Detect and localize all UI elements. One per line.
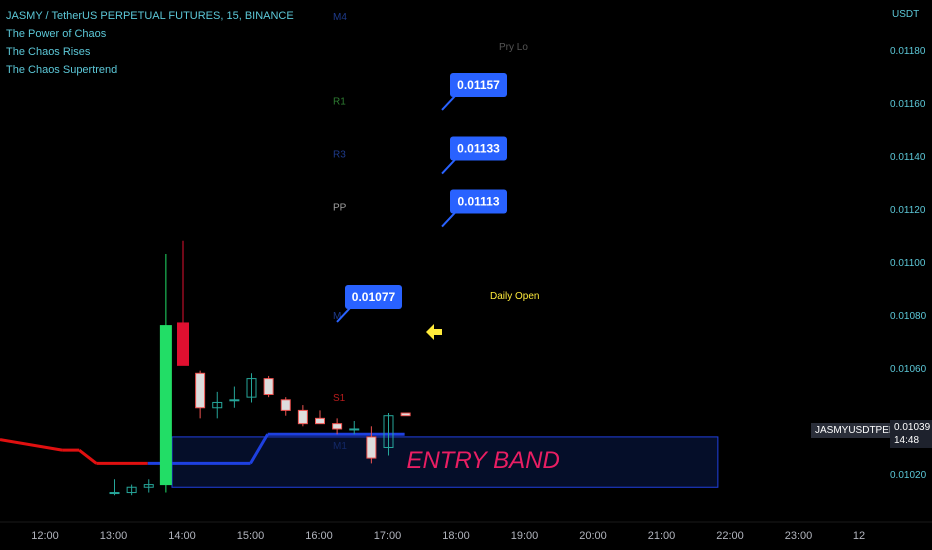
- y-tick-label: 0.01100: [890, 258, 926, 269]
- entry-band-label: ENTRY BAND: [406, 447, 559, 474]
- candle: [212, 401, 223, 409]
- pivot-m4: M4: [333, 12, 347, 23]
- candle: [109, 492, 120, 495]
- supertrend-line: [0, 432, 405, 465]
- candle: [366, 436, 377, 459]
- x-tick-label: 18:00: [442, 530, 470, 542]
- y-tick-label: 0.01140: [890, 152, 926, 163]
- supertrend-segment: [0, 438, 63, 452]
- candle: [159, 325, 172, 486]
- candle: [297, 409, 308, 425]
- price-callout: 0.01133: [441, 136, 507, 175]
- y-tick-label: 0.01060: [890, 364, 927, 375]
- y-tick-label: 0.01080: [890, 311, 927, 322]
- callout-box: [450, 189, 507, 214]
- entry-band-zone: ENTRY BAND: [171, 436, 719, 488]
- candle: [383, 415, 394, 449]
- daily-open-arrow: [426, 324, 442, 340]
- callout-box: [345, 284, 402, 309]
- axis-currency: USDT: [892, 9, 919, 20]
- x-tick-label: 17:00: [374, 530, 402, 542]
- callout-value: 0.01113: [457, 195, 499, 209]
- x-tick-label: 13:00: [100, 530, 128, 542]
- supertrend-segment: [78, 448, 98, 465]
- x-tick-label: 19:00: [511, 530, 539, 542]
- pivot-pp: PP: [333, 202, 347, 213]
- candle: [195, 372, 206, 409]
- x-tick-label: 20:00: [579, 530, 607, 542]
- current-price-tag: 0.01039 14:48: [890, 420, 932, 448]
- x-tick-label: 12: [853, 530, 865, 542]
- bar-countdown: 14:48: [894, 435, 920, 446]
- price-callout: 0.01077: [336, 284, 402, 323]
- callout-value: 0.01133: [457, 142, 500, 156]
- x-tick-label: 23:00: [785, 530, 813, 542]
- pivot-m: M: [333, 311, 341, 322]
- x-tick-label: 22:00: [716, 530, 744, 542]
- callout-pointer: [441, 94, 457, 111]
- price-callouts: 0.01157 0.01133 0.01113 0.01077: [336, 72, 507, 323]
- candle: [400, 412, 411, 417]
- candle: [229, 399, 240, 402]
- symbol-title[interactable]: JASMY / TetherUS PERPETUAL FUTURES, 15, …: [6, 10, 294, 22]
- candle: [263, 378, 274, 396]
- candles: Daily Open: [109, 240, 539, 496]
- y-tick-label: 0.01020: [890, 470, 927, 481]
- time-axis[interactable]: 12:00 13:00 14:00 15:00 16:00 17:00 18:00 19:00…: [0, 521, 932, 542]
- pivot-r1: R1: [333, 96, 346, 107]
- candle: [349, 428, 360, 431]
- x-tick-label: 14:00: [168, 530, 196, 542]
- price-callout: 0.01157: [441, 72, 507, 111]
- callout-value: 0.01157: [457, 78, 500, 92]
- candle: [332, 423, 343, 430]
- indicator-power-of-chaos[interactable]: The Power of Chaos: [6, 28, 107, 40]
- price-axis[interactable]: USDT 0.01180 0.01160 0.01140 0.01120 0.01100 0…: [890, 9, 927, 481]
- current-price: 0.01039: [894, 422, 931, 433]
- symbol-tag: JASMYUSDTPERP: [811, 423, 907, 438]
- candle: [126, 486, 137, 494]
- candle: [246, 378, 257, 398]
- supertrend-segment: [249, 433, 269, 465]
- price-callout: 0.01113: [441, 189, 507, 228]
- y-tick-label: 0.01120: [890, 205, 926, 216]
- y-tick-label: 0.01160: [890, 99, 926, 110]
- callout-pointer: [441, 157, 457, 175]
- indicator-chaos-supertrend[interactable]: The Chaos Supertrend: [6, 64, 118, 76]
- callout-pointer: [441, 210, 457, 228]
- chart-legend: JASMY / TetherUS PERPETUAL FUTURES, 15, …: [6, 7, 294, 79]
- candle: [177, 322, 189, 366]
- candle: [143, 484, 154, 488]
- daily-open-label: Daily Open: [490, 291, 539, 302]
- x-tick-label: 16:00: [305, 530, 333, 542]
- x-tick-label: 12:00: [31, 530, 59, 542]
- pivot-s1: S1: [333, 393, 346, 404]
- candle: [280, 399, 291, 411]
- callout-box: [450, 72, 507, 97]
- callout-pointer: [336, 306, 352, 323]
- x-tick-label: 21:00: [648, 530, 676, 542]
- x-tick-label: 15:00: [237, 530, 265, 542]
- entry-band-box: [171, 436, 719, 488]
- candle: [315, 417, 325, 425]
- pivot-r3: R3: [333, 149, 346, 160]
- y-tick-label: 0.01180: [890, 46, 926, 57]
- callout-value: 0.01077: [352, 290, 396, 304]
- indicator-chaos-rises[interactable]: The Chaos Rises: [6, 46, 91, 58]
- callout-box: [450, 136, 507, 161]
- pivot-prior-low: Pry Lo: [499, 42, 528, 53]
